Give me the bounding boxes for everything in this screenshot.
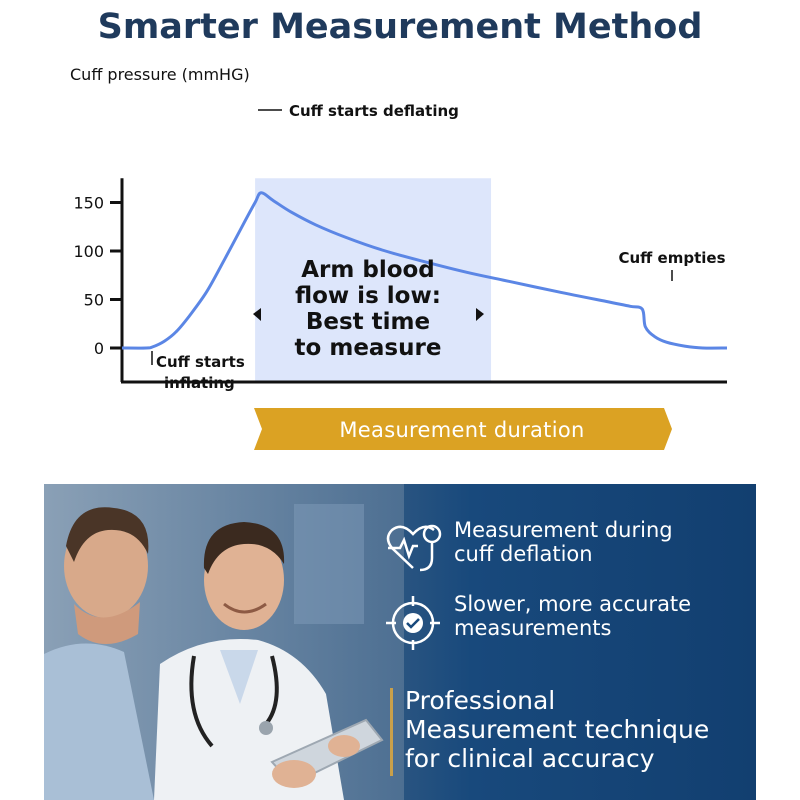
y-axis-label: Cuff pressure (mmHG) xyxy=(70,65,250,84)
professional-accent-bar xyxy=(390,688,393,776)
center-note-line3: Best time xyxy=(306,309,430,335)
feature-accuracy-line1: Slower, more accurate xyxy=(454,592,692,616)
y-tick-label: 100 xyxy=(73,242,104,261)
page-title: Smarter Measurement Method xyxy=(97,7,703,47)
center-note-line2: flow is low: xyxy=(295,283,441,309)
right-arrow-icon xyxy=(476,308,484,321)
pressure-curve xyxy=(121,191,728,350)
feature-deflation-line1: Measurement during xyxy=(454,518,673,542)
professional-block: Professional Measurement technique for c… xyxy=(390,686,709,776)
feature-deflation-line2: cuff deflation xyxy=(454,542,593,566)
professional-line3: for clinical accuracy xyxy=(405,744,655,773)
target-check-icon xyxy=(382,592,444,654)
doctor-patient-photo xyxy=(44,484,404,800)
pressure-chart: Cuff pressure (mmHG) 0 50 100 150 Cuff star… xyxy=(70,65,728,450)
y-tick-label: 0 xyxy=(94,339,104,358)
feature-accuracy-line2: measurements xyxy=(454,616,612,640)
professional-line2: Measurement technique xyxy=(405,715,710,744)
measurement-duration-banner xyxy=(254,408,672,450)
feature-panel: Measurement during cuff deflation Slower… xyxy=(44,484,756,800)
feature-list: Measurement during cuff deflation Slower… xyxy=(382,484,756,800)
feature-item-deflation: Measurement during cuff deflation xyxy=(382,518,673,580)
y-tick-label: 50 xyxy=(84,291,104,310)
measurement-duration-label: Measurement duration xyxy=(339,418,584,442)
inflating-annotation-line2: inflating xyxy=(164,374,235,392)
y-tick-label: 150 xyxy=(73,194,104,213)
center-note-line1: Arm blood xyxy=(301,257,435,283)
left-arrow-icon xyxy=(253,308,261,321)
heart-pulse-stethoscope-icon xyxy=(382,518,444,580)
center-note-line4: to measure xyxy=(295,335,442,361)
inflating-annotation-line1: Cuff starts xyxy=(156,353,245,371)
professional-line1: Professional xyxy=(405,686,556,715)
empties-annotation: Cuff empties xyxy=(618,249,725,267)
feature-item-accuracy: Slower, more accurate measurements xyxy=(382,592,691,654)
deflating-annotation: Cuff starts deflating xyxy=(289,102,459,120)
